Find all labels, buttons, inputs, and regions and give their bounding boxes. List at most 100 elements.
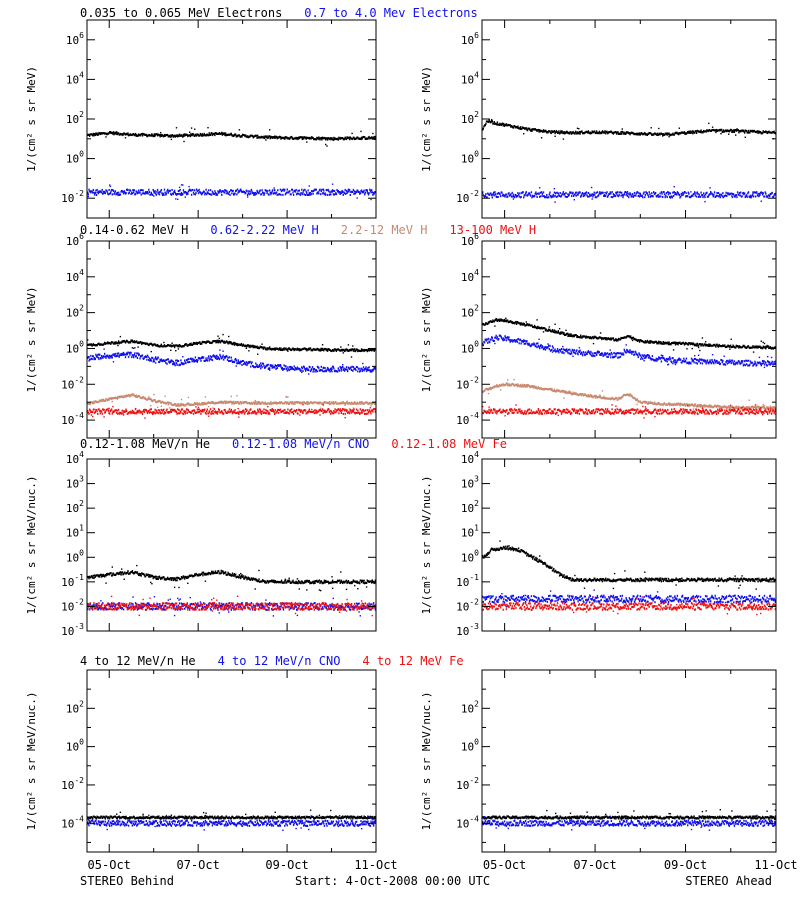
data-point (691, 347, 693, 350)
data-point (136, 340, 138, 343)
data-point (285, 401, 287, 404)
data-point (269, 189, 271, 192)
data-point (90, 354, 92, 357)
data-point (715, 131, 717, 134)
data-point (88, 188, 90, 191)
data-point (337, 370, 339, 373)
data-point (372, 193, 374, 196)
data-point (131, 347, 134, 349)
data-point (643, 191, 645, 194)
data-point (365, 366, 367, 369)
row-title: 0.035 to 0.065 MeV Electrons 0.7 to 4.0 M… (80, 6, 478, 20)
data-point (216, 339, 218, 342)
data-point (744, 131, 746, 134)
data-point (209, 355, 212, 358)
data-point (245, 363, 247, 366)
data-point (567, 332, 569, 335)
data-point (294, 368, 296, 371)
data-point (154, 408, 156, 411)
data-point (155, 192, 157, 195)
data-point (730, 192, 732, 195)
data-point (637, 191, 639, 194)
data-point (558, 130, 560, 133)
data-point (501, 122, 504, 125)
data-point (332, 401, 334, 404)
data-point (521, 323, 524, 326)
data-point (730, 362, 732, 365)
data-point (209, 193, 211, 195)
data-point (612, 196, 614, 199)
data-point (609, 191, 611, 194)
data-point (151, 357, 154, 360)
data-point (330, 193, 332, 196)
data-point (325, 348, 327, 350)
data-point (598, 351, 600, 354)
data-point (280, 190, 283, 193)
data-point (345, 138, 348, 141)
data-point (715, 345, 717, 348)
data-point (512, 195, 514, 198)
data-point (563, 352, 565, 355)
data-point (164, 411, 166, 414)
data-point (683, 131, 686, 134)
data-point (324, 192, 326, 195)
data-point (672, 194, 675, 197)
data-point (501, 191, 503, 194)
data-point (679, 341, 681, 344)
data-point (533, 326, 535, 329)
data-point (283, 347, 285, 350)
data-point (246, 364, 248, 367)
data-point (176, 412, 178, 415)
data-point (678, 133, 680, 136)
data-point (648, 354, 650, 357)
data-point (240, 410, 242, 413)
data-point (100, 343, 102, 346)
data-point (494, 325, 496, 327)
data-point (108, 357, 110, 359)
data-point (137, 134, 139, 137)
data-point (87, 195, 89, 198)
data-point (235, 133, 237, 136)
data-point (362, 368, 364, 371)
data-point (308, 373, 310, 375)
data-point (326, 409, 329, 412)
data-point (240, 400, 242, 403)
data-point (211, 190, 214, 193)
data-point (483, 196, 486, 199)
data-point (369, 189, 372, 192)
data-point (759, 345, 761, 348)
data-point (628, 351, 631, 354)
data-point (749, 131, 751, 134)
data-point (572, 191, 574, 194)
data-point (143, 411, 146, 414)
data-point (373, 135, 375, 138)
data-point (299, 410, 302, 413)
data-point (707, 345, 709, 347)
data-point (656, 132, 659, 135)
data-point (512, 198, 515, 200)
data-point (660, 360, 663, 363)
data-point (156, 343, 159, 346)
data-point (551, 195, 554, 198)
data-point (663, 193, 666, 196)
data-point (558, 195, 561, 197)
data-point (617, 352, 620, 355)
data-point (610, 356, 612, 359)
data-point (146, 135, 149, 138)
data-point (163, 194, 165, 196)
data-point (296, 368, 298, 371)
data-point (549, 328, 551, 331)
data-point (177, 348, 180, 350)
data-point (315, 188, 317, 191)
data-point (690, 362, 692, 365)
data-point (203, 403, 205, 406)
data-point (190, 411, 193, 414)
data-point (348, 138, 351, 141)
data-point (336, 189, 338, 192)
data-point (726, 362, 729, 365)
data-point (201, 401, 203, 404)
data-point (279, 408, 282, 411)
data-point (147, 397, 149, 400)
data-point (559, 131, 561, 134)
